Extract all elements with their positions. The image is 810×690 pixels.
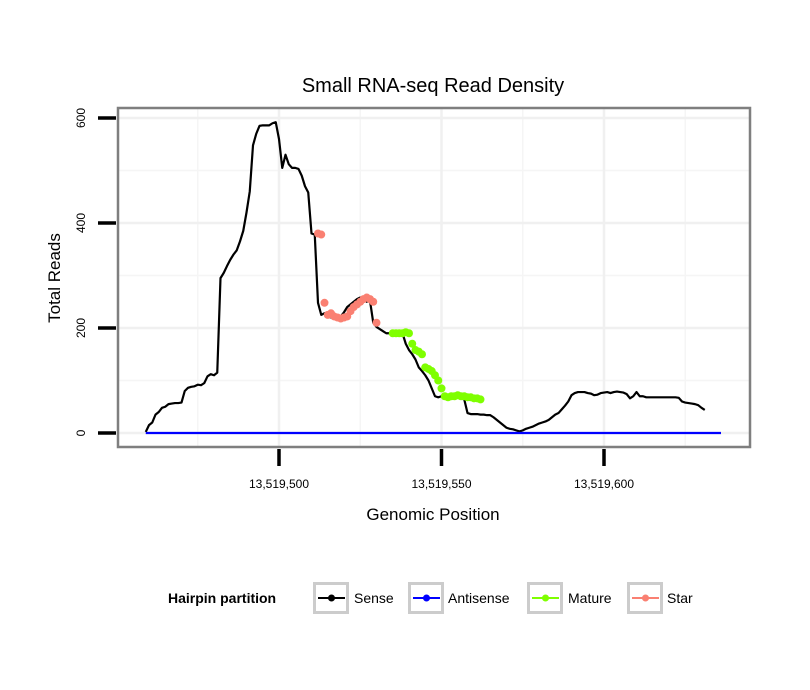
data-point-mature <box>405 329 413 338</box>
legend-title: Hairpin partition <box>168 590 276 606</box>
x-axis: 13,519,500 13,519,550 13,519,600 <box>249 449 634 491</box>
legend-label: Sense <box>354 590 394 606</box>
x-axis-title: Genomic Position <box>366 505 499 524</box>
plot-border <box>116 106 752 449</box>
data-point-mature <box>418 350 426 359</box>
y-tick-label: 400 <box>74 213 88 233</box>
x-tick-label: 13,519,500 <box>249 477 309 491</box>
series-sense <box>144 121 706 433</box>
legend-item-antisense: Antisense <box>408 582 510 614</box>
data-point-star <box>372 318 381 327</box>
y-axis-title: Total Reads <box>45 233 64 323</box>
plot-panel <box>118 108 750 447</box>
legend-item-star: Star <box>627 582 693 614</box>
legend-item-mature: Mature <box>527 582 612 614</box>
data-point-mature <box>408 339 417 348</box>
x-tick-label: 13,519,600 <box>574 477 634 491</box>
data-point-mature <box>434 376 443 385</box>
series-layer <box>144 121 721 435</box>
series-star <box>314 229 381 327</box>
legend-label: Antisense <box>448 590 510 606</box>
legend-key-point <box>328 594 335 602</box>
chart-title: Small RNA-seq Read Density <box>302 75 564 97</box>
y-tick-label: 600 <box>74 108 88 128</box>
legend-label: Star <box>667 590 693 606</box>
series-mature <box>388 328 485 404</box>
data-point-star <box>369 297 378 306</box>
legend-label: Mature <box>568 590 612 606</box>
legend-key-point <box>423 594 430 602</box>
series-line-sense <box>144 121 706 433</box>
y-axis: 0 200 400 600 <box>74 108 116 436</box>
y-tick-label: 0 <box>74 429 88 436</box>
data-point-mature <box>476 395 485 404</box>
y-tick-label: 200 <box>74 318 88 338</box>
x-tick-label: 13,519,550 <box>411 477 471 491</box>
data-point-mature <box>437 384 446 393</box>
legend: Hairpin partition Sense Antisense Mature St… <box>168 582 693 614</box>
legend-key-point <box>542 594 549 602</box>
data-point-star <box>317 230 326 239</box>
legend-item-sense: Sense <box>313 582 394 614</box>
legend-key-point <box>642 594 649 602</box>
data-point-star <box>320 298 329 307</box>
